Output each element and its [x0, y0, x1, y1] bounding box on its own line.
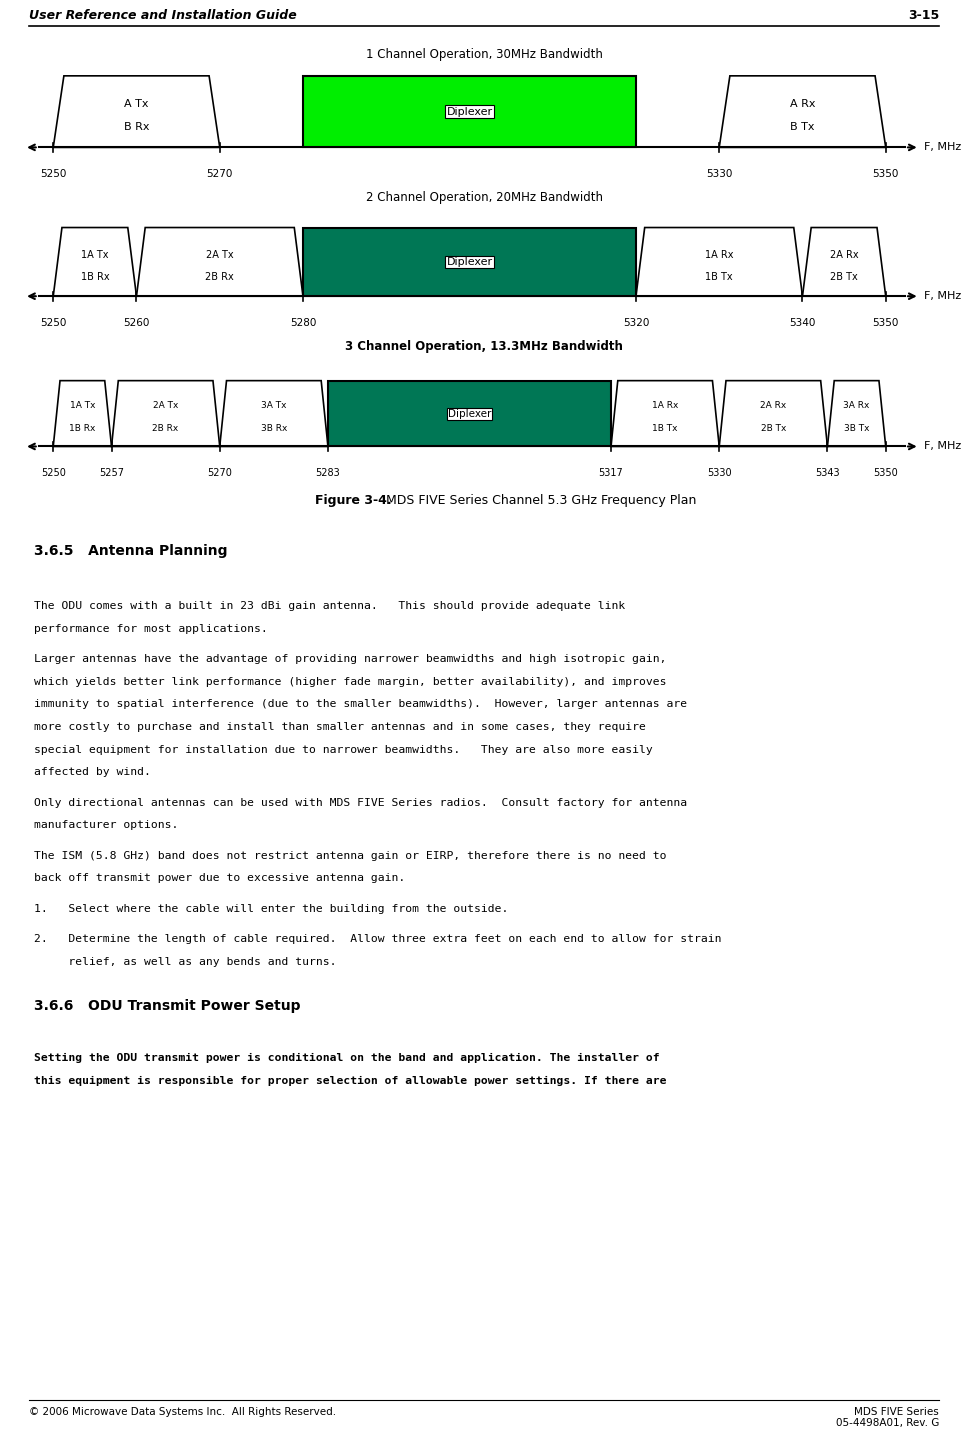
Text: 2A Tx: 2A Tx — [153, 401, 178, 411]
Text: 5270: 5270 — [207, 468, 232, 478]
Text: B Tx: B Tx — [790, 123, 815, 132]
Text: 5280: 5280 — [289, 318, 317, 328]
Text: 5350: 5350 — [873, 468, 898, 478]
Text: 5343: 5343 — [815, 468, 840, 478]
Text: 5330: 5330 — [707, 468, 732, 478]
Text: The ISM (5.8 GHz) band does not restrict antenna gain or EIRP, therefore there i: The ISM (5.8 GHz) band does not restrict… — [34, 850, 666, 860]
Text: 1B Rx: 1B Rx — [69, 424, 96, 432]
Polygon shape — [53, 76, 220, 147]
Text: Figure 3-4.: Figure 3-4. — [315, 494, 391, 508]
Bar — [303, 228, 636, 296]
Bar — [303, 76, 636, 147]
Text: A Rx: A Rx — [790, 100, 815, 109]
Text: © 2006 Microwave Data Systems Inc.  All Rights Reserved.: © 2006 Microwave Data Systems Inc. All R… — [29, 1407, 336, 1417]
Text: 2B Rx: 2B Rx — [153, 424, 179, 432]
Text: 2B Rx: 2B Rx — [205, 272, 234, 282]
Text: 1A Tx: 1A Tx — [70, 401, 95, 411]
Text: B Rx: B Rx — [124, 123, 149, 132]
Text: this equipment is responsible for proper selection of allowable power settings. : this equipment is responsible for proper… — [34, 1076, 666, 1086]
Text: A Tx: A Tx — [124, 100, 149, 109]
Text: 2B Tx: 2B Tx — [831, 272, 858, 282]
Text: Larger antennas have the advantage of providing narrower beamwidths and high iso: Larger antennas have the advantage of pr… — [34, 654, 666, 664]
Polygon shape — [611, 381, 719, 446]
Text: 3A Rx: 3A Rx — [843, 401, 870, 411]
Text: more costly to purchase and install than smaller antennas and in some cases, the: more costly to purchase and install than… — [34, 723, 646, 731]
Text: 5283: 5283 — [316, 468, 341, 478]
Text: 5340: 5340 — [789, 318, 816, 328]
Polygon shape — [719, 381, 828, 446]
Text: which yields better link performance (higher fade margin, better availability), : which yields better link performance (hi… — [34, 677, 666, 687]
Text: 2 Channel Operation, 20MHz Bandwidth: 2 Channel Operation, 20MHz Bandwidth — [366, 190, 602, 205]
Text: 5330: 5330 — [706, 169, 733, 179]
Text: manufacturer options.: manufacturer options. — [34, 820, 178, 830]
Polygon shape — [719, 76, 886, 147]
Text: MDS FIVE Series Channel 5.3 GHz Frequency Plan: MDS FIVE Series Channel 5.3 GHz Frequenc… — [378, 494, 696, 508]
Polygon shape — [53, 381, 111, 446]
Text: 1 Channel Operation, 30MHz Bandwidth: 1 Channel Operation, 30MHz Bandwidth — [366, 47, 602, 62]
Polygon shape — [53, 228, 136, 296]
Text: 3B Rx: 3B Rx — [260, 424, 287, 432]
Text: 1B Tx: 1B Tx — [706, 272, 733, 282]
Text: F, MHz: F, MHz — [924, 442, 961, 451]
Text: 2A Rx: 2A Rx — [830, 250, 859, 260]
Text: 3A Tx: 3A Tx — [261, 401, 287, 411]
Text: Diplexer: Diplexer — [446, 107, 493, 116]
Text: Only directional antennas can be used with MDS FIVE Series radios.  Consult fact: Only directional antennas can be used wi… — [34, 797, 687, 807]
Text: 3B Tx: 3B Tx — [844, 424, 869, 432]
Polygon shape — [802, 228, 886, 296]
Polygon shape — [111, 381, 220, 446]
Text: F, MHz: F, MHz — [924, 292, 961, 301]
Text: back off transmit power due to excessive antenna gain.: back off transmit power due to excessive… — [34, 873, 406, 883]
Text: 5350: 5350 — [872, 318, 899, 328]
Text: Diplexer: Diplexer — [446, 258, 493, 266]
Text: Diplexer: Diplexer — [448, 409, 491, 418]
Polygon shape — [636, 228, 802, 296]
Text: 3.6.5   Antenna Planning: 3.6.5 Antenna Planning — [34, 544, 227, 558]
Text: 3.6.6   ODU Transmit Power Setup: 3.6.6 ODU Transmit Power Setup — [34, 999, 300, 1013]
Text: relief, as well as any bends and turns.: relief, as well as any bends and turns. — [34, 957, 337, 967]
Text: 2.   Determine the length of cable required.  Allow three extra feet on each end: 2. Determine the length of cable require… — [34, 934, 721, 944]
Text: special equipment for installation due to narrower beamwidths.   They are also m: special equipment for installation due t… — [34, 744, 652, 754]
Text: 2A Tx: 2A Tx — [206, 250, 233, 260]
Text: 3-15: 3-15 — [908, 9, 939, 23]
Text: 1B Tx: 1B Tx — [652, 424, 678, 432]
Text: MDS FIVE Series: MDS FIVE Series — [854, 1407, 939, 1417]
Text: affected by wind.: affected by wind. — [34, 767, 151, 777]
Text: immunity to spatial interference (due to the smaller beamwidths).  However, larg: immunity to spatial interference (due to… — [34, 700, 687, 710]
Text: 1.   Select where the cable will enter the building from the outside.: 1. Select where the cable will enter the… — [34, 904, 508, 914]
Text: 5317: 5317 — [598, 468, 623, 478]
Text: 05-4498A01, Rev. G: 05-4498A01, Rev. G — [835, 1418, 939, 1428]
Text: 5250: 5250 — [40, 169, 67, 179]
Text: User Reference and Installation Guide: User Reference and Installation Guide — [29, 9, 297, 23]
Text: 5257: 5257 — [99, 468, 124, 478]
Polygon shape — [220, 381, 328, 446]
Text: 1B Rx: 1B Rx — [80, 272, 109, 282]
Text: Setting the ODU transmit power is conditional on the band and application. The i: Setting the ODU transmit power is condit… — [34, 1053, 659, 1063]
Text: 5270: 5270 — [206, 169, 233, 179]
Text: The ODU comes with a built in 23 dBi gain antenna.   This should provide adequat: The ODU comes with a built in 23 dBi gai… — [34, 601, 625, 611]
Polygon shape — [136, 228, 303, 296]
Text: 2A Rx: 2A Rx — [760, 401, 786, 411]
Text: 1A Rx: 1A Rx — [705, 250, 734, 260]
Text: 1A Rx: 1A Rx — [651, 401, 679, 411]
Text: 1A Tx: 1A Tx — [81, 250, 108, 260]
Text: performance for most applications.: performance for most applications. — [34, 624, 267, 634]
Text: 5320: 5320 — [622, 318, 650, 328]
Polygon shape — [828, 381, 886, 446]
Text: 3 Channel Operation, 13.3MHz Bandwidth: 3 Channel Operation, 13.3MHz Bandwidth — [345, 339, 623, 353]
Text: 5250: 5250 — [40, 318, 67, 328]
Text: 2B Tx: 2B Tx — [761, 424, 786, 432]
Text: 5250: 5250 — [41, 468, 66, 478]
Bar — [328, 381, 611, 446]
Text: F, MHz: F, MHz — [924, 143, 961, 152]
Text: 5260: 5260 — [123, 318, 150, 328]
Text: 5350: 5350 — [872, 169, 899, 179]
